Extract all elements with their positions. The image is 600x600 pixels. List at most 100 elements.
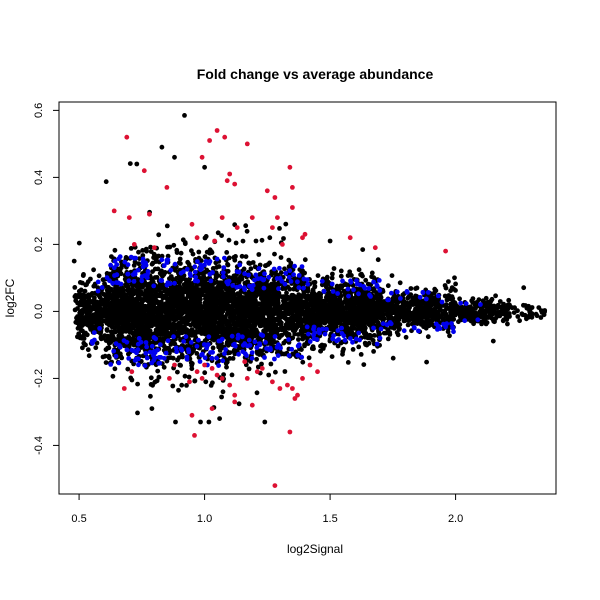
data-point (281, 315, 287, 321)
data-point (251, 317, 256, 323)
data-point (74, 319, 80, 325)
data-point (219, 394, 225, 400)
data-point (443, 311, 449, 317)
data-point (362, 326, 368, 332)
data-point (347, 269, 353, 275)
data-point (444, 305, 449, 311)
data-point (370, 315, 375, 320)
data-point (178, 363, 184, 368)
data-point (457, 296, 462, 302)
data-point (161, 343, 167, 349)
data-point (479, 314, 485, 320)
data-point (255, 364, 261, 370)
data-point (413, 293, 418, 299)
data-point (329, 308, 335, 314)
data-point (136, 249, 141, 255)
data-point (206, 419, 212, 425)
data-point (505, 306, 511, 312)
data-point (501, 301, 506, 307)
data-point (108, 288, 114, 293)
data-point (189, 361, 195, 366)
data-point (85, 279, 91, 285)
data-point (162, 306, 167, 312)
data-point (424, 359, 429, 365)
data-point (333, 324, 339, 330)
data-point (410, 316, 416, 322)
data-point (504, 312, 510, 317)
data-point (289, 318, 295, 323)
data-point (286, 322, 291, 328)
data-point (211, 291, 217, 297)
data-point (325, 305, 330, 311)
data-point (200, 311, 206, 317)
data-point (89, 291, 95, 296)
data-point (184, 383, 189, 388)
data-point (136, 261, 142, 267)
data-point (360, 273, 365, 279)
data-point (246, 366, 252, 372)
data-point (178, 311, 184, 317)
data-point (123, 328, 129, 334)
data-point (134, 290, 140, 295)
data-point (445, 329, 451, 335)
data-point (79, 280, 85, 286)
data-point (190, 329, 196, 335)
data-point (211, 301, 217, 306)
data-point (215, 293, 221, 299)
data-point (286, 332, 292, 337)
data-point (162, 335, 168, 341)
data-point (157, 312, 163, 318)
data-point (104, 327, 110, 333)
data-point (266, 290, 272, 296)
data-point (110, 373, 116, 379)
data-point (361, 331, 367, 336)
data-point (95, 285, 101, 290)
data-point (182, 305, 188, 311)
data-point (116, 333, 122, 339)
data-point (188, 322, 194, 328)
data-point (148, 244, 154, 250)
data-point (238, 339, 244, 344)
data-point (85, 347, 91, 353)
data-point (254, 301, 260, 306)
data-point (534, 313, 540, 319)
data-point (443, 285, 449, 291)
data-point (515, 308, 520, 314)
data-point (233, 307, 239, 313)
data-point (128, 246, 134, 251)
data-point (103, 347, 109, 352)
data-point (329, 275, 335, 281)
data-point (419, 305, 424, 311)
data-point (159, 319, 165, 324)
data-point (230, 356, 236, 361)
data-point (82, 288, 88, 294)
data-point (369, 274, 374, 280)
data-point (316, 295, 321, 301)
data-point (343, 300, 349, 306)
data-point (128, 375, 134, 381)
data-point (309, 291, 315, 296)
data-point (444, 297, 450, 303)
data-point (184, 329, 189, 334)
data-point (154, 308, 159, 314)
data-point (340, 349, 346, 354)
data-point (198, 258, 204, 264)
data-point (306, 302, 312, 308)
data-point (84, 320, 89, 326)
data-point (363, 277, 369, 283)
data-point (88, 305, 93, 311)
data-point (192, 286, 198, 292)
data-point (478, 307, 484, 313)
data-point (98, 335, 104, 341)
data-point (260, 313, 266, 319)
data-point (299, 331, 305, 337)
data-point (182, 315, 188, 321)
data-point (303, 301, 308, 307)
data-point (505, 302, 511, 308)
data-point (93, 345, 99, 351)
data-point (174, 250, 180, 256)
data-point (470, 300, 476, 305)
data-point (512, 305, 517, 311)
data-point (140, 303, 146, 309)
data-point (307, 320, 313, 325)
